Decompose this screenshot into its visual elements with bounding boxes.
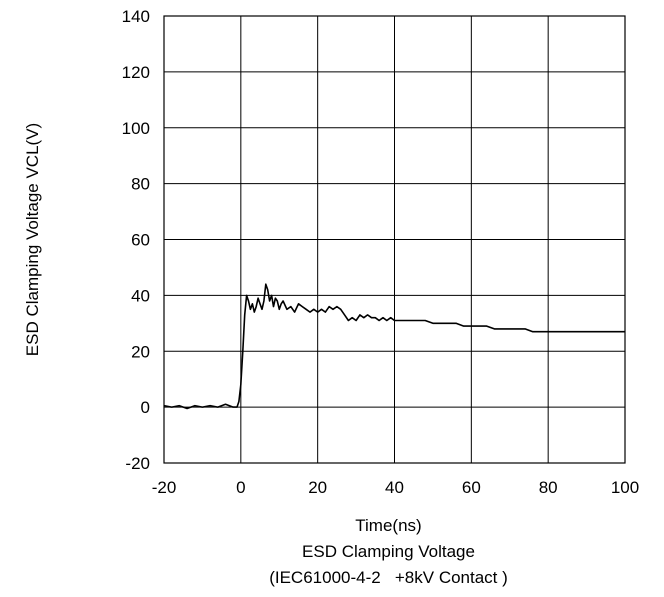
x-tick-label: 60 <box>462 478 481 497</box>
x-axis-title: Time(ns) <box>355 516 421 535</box>
x-tick-labels: -20 0 20 40 60 80 100 <box>152 478 639 497</box>
y-tick-label: 0 <box>141 398 150 417</box>
x-tick-label: 80 <box>539 478 558 497</box>
x-tick-label: -20 <box>152 478 177 497</box>
chart-subtitle: (IEC61000-4-2 +8kV Contact ) <box>269 568 508 587</box>
y-tick-labels: -20 0 20 40 60 80 100 120 140 <box>122 7 150 473</box>
y-tick-label: 120 <box>122 63 150 82</box>
y-tick-label: 100 <box>122 119 150 138</box>
x-tick-label: 40 <box>385 478 404 497</box>
y-tick-label: 140 <box>122 7 150 26</box>
x-tick-label: 20 <box>308 478 327 497</box>
y-tick-label: 20 <box>131 342 150 361</box>
y-tick-label: 60 <box>131 231 150 250</box>
y-tick-label: 80 <box>131 175 150 194</box>
y-tick-label: 40 <box>131 286 150 305</box>
y-axis-title: ESD Clamping Voltage VCL(V) <box>23 123 42 356</box>
x-tick-label: 0 <box>236 478 245 497</box>
x-tick-label: 100 <box>611 478 639 497</box>
grid-lines <box>164 16 625 463</box>
chart-title: ESD Clamping Voltage <box>302 542 475 561</box>
y-tick-label: -20 <box>125 454 150 473</box>
